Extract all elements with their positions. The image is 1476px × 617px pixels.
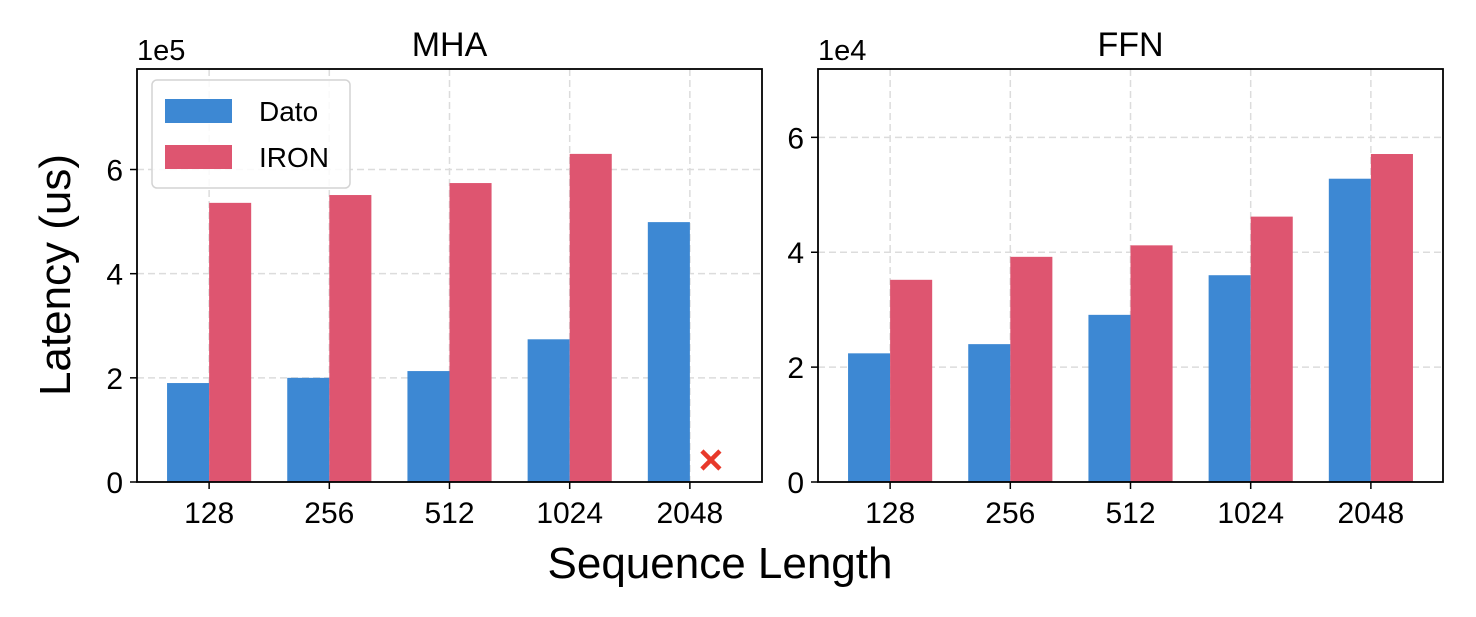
bar-dato-256 (968, 344, 1011, 482)
bar-iron-128 (890, 279, 933, 482)
bar-dato-128 (167, 383, 210, 482)
legend-swatch (165, 99, 232, 123)
x-axis-label: Sequence Length (548, 539, 893, 588)
x-tick-label: 256 (985, 497, 1035, 530)
bar-dato-2048 (647, 222, 690, 482)
plot-ffn: 0 2 4 6 128 256 512 1024 2048 FFN 1e4 (787, 26, 1444, 530)
axes-frame (136, 68, 763, 483)
bar-dato-128 (848, 353, 891, 482)
y-tick-label: 4 (106, 259, 123, 292)
y-tick-label: 0 (787, 467, 804, 500)
x-tick-label: 1024 (536, 497, 603, 530)
missing-data-x-icon (700, 449, 722, 471)
legend-label: IRON (259, 142, 329, 173)
bar-dato-512 (1088, 314, 1131, 482)
y-tick-label: 6 (787, 122, 804, 155)
y-axis-label: Latency (us) (31, 154, 80, 396)
bar-iron-512 (1130, 245, 1173, 482)
y-offset-label: 1e5 (137, 35, 185, 67)
x-stroke (700, 449, 722, 471)
legend: Dato IRON (151, 79, 351, 189)
bar-iron-512 (449, 183, 492, 482)
x-tick-label: 256 (304, 497, 354, 530)
legend-label: Dato (259, 96, 318, 127)
bar-iron-2048 (1370, 154, 1413, 482)
axes-frame (817, 68, 1444, 483)
plot-title: FFN (1097, 26, 1163, 64)
y-tick-label: 2 (106, 363, 123, 396)
bar-dato-2048 (1328, 178, 1371, 482)
y-tick-label: 4 (787, 237, 804, 270)
bar-iron-1024 (569, 153, 612, 483)
bar-dato-1024 (1208, 275, 1251, 482)
x-tick-label: 512 (424, 497, 474, 530)
plot-title: MHA (412, 26, 488, 64)
bar-iron-1024 (1250, 216, 1293, 482)
x-tick-label: 128 (184, 497, 234, 530)
bar-dato-512 (407, 371, 450, 482)
x-tick-label: 128 (865, 497, 915, 530)
y-tick-label: 6 (106, 155, 123, 188)
x-tick-label: 1024 (1217, 497, 1284, 530)
x-tick-label: 512 (1105, 497, 1155, 530)
bar-iron-256 (1010, 256, 1053, 482)
y-tick-label: 2 (787, 352, 804, 385)
y-offset-label: 1e4 (818, 35, 866, 67)
bar-iron-128 (209, 202, 252, 482)
y-tick-label: 0 (106, 467, 123, 500)
plot-mha: 0 2 4 6 128 256 512 1024 2048 MHA 1e5 Dato IRON (106, 26, 763, 530)
x-tick-label: 2048 (1338, 497, 1405, 530)
bar-iron-256 (329, 195, 372, 482)
bar-dato-256 (287, 377, 330, 482)
legend-swatch (165, 145, 232, 169)
bar-dato-1024 (527, 339, 570, 482)
x-tick-label: 2048 (657, 497, 724, 530)
